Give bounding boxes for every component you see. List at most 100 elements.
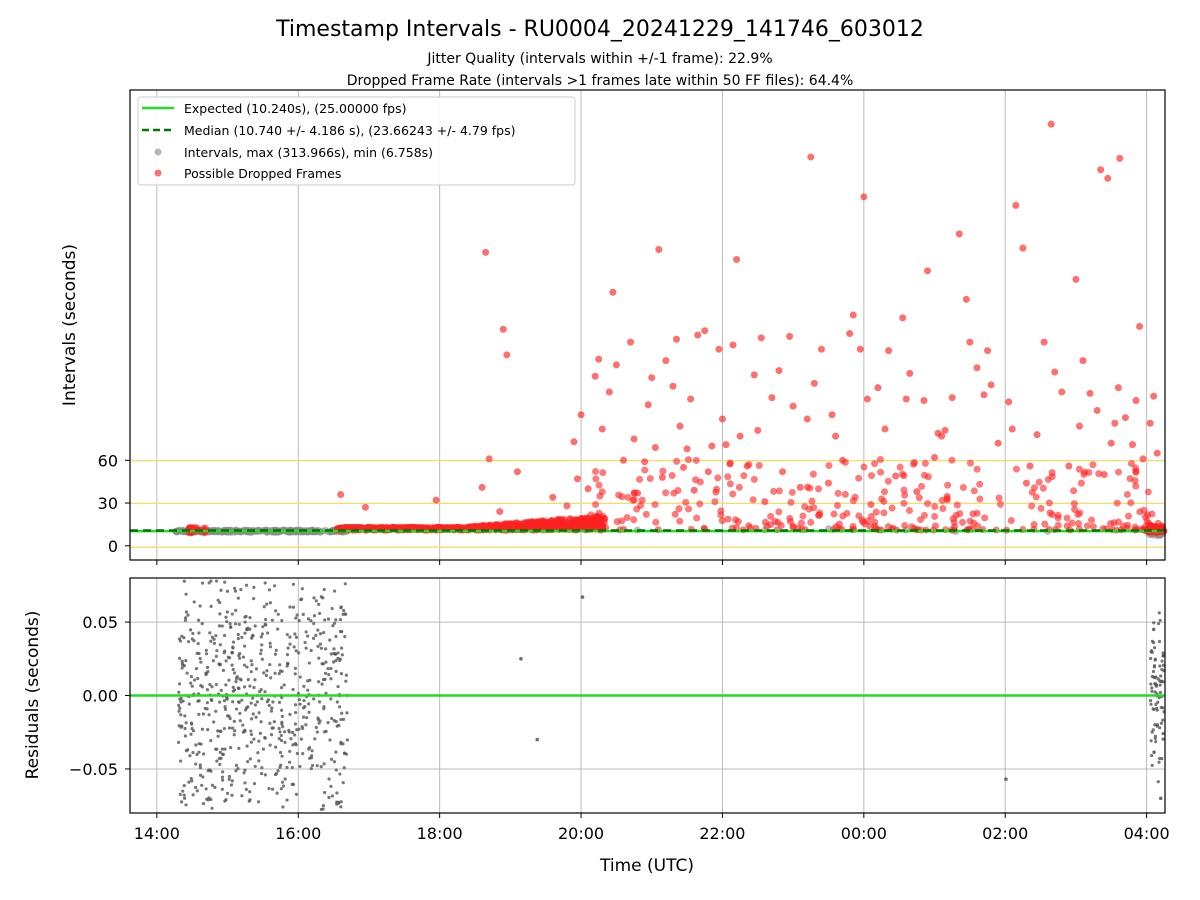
residual-point xyxy=(290,765,294,770)
residual-point xyxy=(295,613,299,617)
dropped-point xyxy=(1079,357,1087,365)
residual-point xyxy=(209,639,213,643)
dropped-point xyxy=(761,518,769,526)
residual-point xyxy=(1158,664,1162,668)
dropped-point xyxy=(555,518,563,526)
residual-point xyxy=(1157,696,1161,700)
dropped-point xyxy=(841,490,849,498)
residual-point xyxy=(336,684,340,689)
residual-point xyxy=(306,634,310,638)
residual-point xyxy=(1161,680,1165,684)
residual-point xyxy=(1158,683,1162,687)
residual-point xyxy=(338,658,342,663)
residual-point xyxy=(188,754,192,758)
residual-point xyxy=(276,769,280,773)
dropped-point xyxy=(924,500,932,508)
residual-point xyxy=(182,784,186,788)
dropped-point xyxy=(1035,478,1043,486)
dropped-point xyxy=(474,523,482,531)
residual-point xyxy=(298,675,302,679)
residual-point xyxy=(273,652,278,656)
dropped-point xyxy=(1132,464,1140,472)
residual-point xyxy=(328,638,332,642)
residual-point xyxy=(1160,659,1164,663)
residual-point xyxy=(519,656,523,661)
residual-point xyxy=(253,703,257,707)
dropped-point xyxy=(1128,441,1136,449)
residual-point xyxy=(220,747,224,751)
residual-point xyxy=(343,582,347,586)
residual-point xyxy=(269,709,274,713)
dropped-point xyxy=(478,483,486,491)
residual-point xyxy=(1149,682,1153,686)
residual-point xyxy=(210,685,214,689)
residuals-points xyxy=(176,579,1166,812)
residual-point xyxy=(280,708,284,712)
residual-point xyxy=(269,733,274,737)
dropped-point xyxy=(633,505,641,513)
dropped-point xyxy=(1097,166,1105,174)
residual-point xyxy=(332,719,336,723)
residual-point xyxy=(293,666,297,670)
residual-point xyxy=(252,585,256,589)
residual-point xyxy=(205,688,210,692)
dropped-point xyxy=(566,515,574,523)
residual-point xyxy=(200,727,205,731)
residual-point xyxy=(256,751,260,755)
residual-point xyxy=(183,714,187,718)
dropped-point xyxy=(1058,388,1066,396)
residual-point xyxy=(201,712,206,716)
dropped-point xyxy=(724,473,732,481)
residual-point xyxy=(300,587,304,591)
residual-point xyxy=(1152,750,1156,755)
residual-point xyxy=(229,783,234,787)
residual-point xyxy=(200,622,204,626)
residual-point xyxy=(178,656,182,660)
residual-point xyxy=(267,588,272,592)
dropped-point xyxy=(570,438,578,446)
residual-point xyxy=(212,641,217,645)
residual-point xyxy=(1150,753,1154,758)
residual-point xyxy=(205,665,210,669)
x-tick-label: 16:00 xyxy=(275,824,321,843)
dropped-point xyxy=(1005,398,1013,406)
dropped-point xyxy=(499,325,507,333)
residual-point xyxy=(261,625,265,629)
legend-intervals: Intervals, max (313.966s), min (6.758s) xyxy=(184,145,433,160)
residual-point xyxy=(218,600,222,605)
residual-point xyxy=(249,659,253,663)
residual-point xyxy=(205,701,209,705)
residual-point xyxy=(339,671,343,676)
dropped-point xyxy=(980,391,988,399)
dropped-point xyxy=(899,470,907,478)
residual-point xyxy=(323,671,328,675)
dropped-point xyxy=(855,474,863,482)
residual-point xyxy=(218,643,223,647)
residual-point xyxy=(319,595,323,599)
residual-point xyxy=(341,612,345,616)
residual-point xyxy=(283,740,287,744)
dropped-point xyxy=(658,473,666,481)
dropped-point xyxy=(733,255,741,263)
residual-point xyxy=(238,711,242,715)
residual-point xyxy=(339,646,344,650)
residual-point xyxy=(214,682,218,687)
residual-point xyxy=(223,649,227,653)
dropped-point xyxy=(718,415,726,423)
dropped-point xyxy=(938,432,946,440)
dropped-point xyxy=(1150,392,1158,400)
residual-point xyxy=(245,744,249,748)
dropped-point xyxy=(589,515,597,523)
residual-point xyxy=(281,805,285,809)
residual-point xyxy=(189,776,193,781)
residual-point xyxy=(197,742,201,746)
dropped-point xyxy=(592,475,600,483)
dropped-point xyxy=(718,517,726,525)
dropped-point xyxy=(834,489,842,497)
residual-point xyxy=(274,745,278,749)
dropped-point xyxy=(796,483,804,491)
residual-point xyxy=(187,780,191,784)
residual-point xyxy=(194,785,198,790)
residual-point xyxy=(183,726,187,731)
